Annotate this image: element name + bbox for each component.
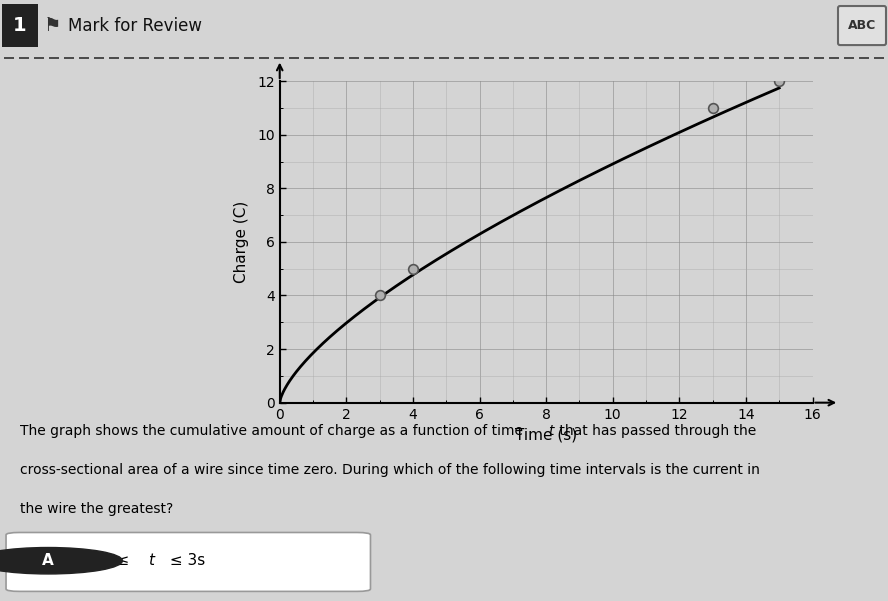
FancyBboxPatch shape (2, 4, 38, 47)
Circle shape (0, 548, 123, 574)
Text: ≤ 3s: ≤ 3s (164, 554, 205, 568)
Text: 1: 1 (13, 16, 27, 35)
Text: t: t (147, 554, 154, 568)
Text: 0s ≤: 0s ≤ (94, 554, 134, 568)
Text: ⚑: ⚑ (44, 17, 60, 35)
Text: A: A (43, 554, 54, 568)
Text: The graph shows the cumulative amount of charge as a function of time: The graph shows the cumulative amount of… (20, 424, 527, 438)
Text: t: t (548, 424, 553, 438)
FancyBboxPatch shape (6, 532, 370, 591)
Text: Mark for Review: Mark for Review (68, 17, 202, 34)
Text: cross-sectional area of a wire since time zero. During which of the following ti: cross-sectional area of a wire since tim… (20, 463, 759, 477)
Text: ABC: ABC (848, 19, 876, 32)
Text: that has passed through the: that has passed through the (555, 424, 757, 438)
FancyBboxPatch shape (838, 6, 886, 45)
Y-axis label: Charge (C): Charge (C) (234, 201, 249, 283)
X-axis label: Time (s): Time (s) (515, 427, 577, 442)
Text: the wire the greatest?: the wire the greatest? (20, 502, 173, 516)
